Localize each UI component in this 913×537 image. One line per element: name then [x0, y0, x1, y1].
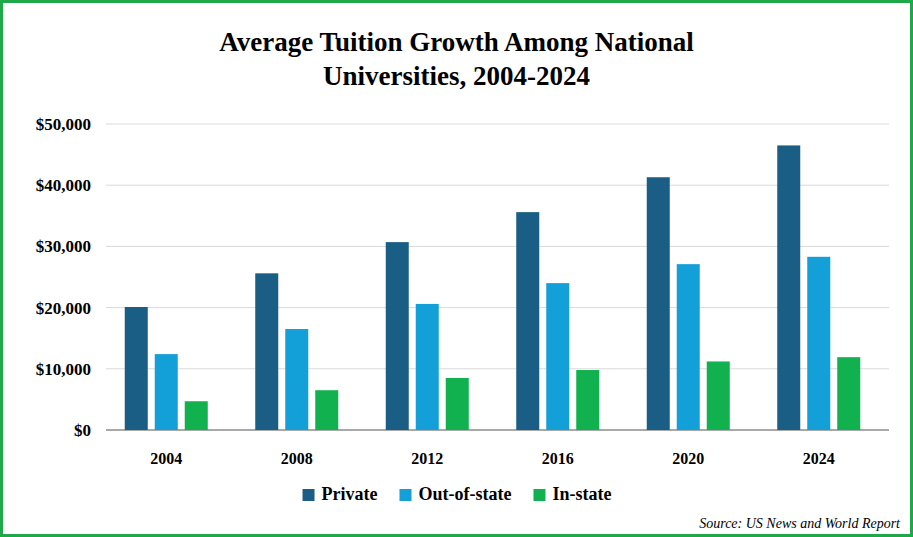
- grid-line: [106, 185, 889, 186]
- bar: [416, 304, 439, 430]
- y-tick-label: $30,000: [36, 237, 91, 256]
- legend-swatch: [533, 489, 545, 501]
- y-tick-label: $40,000: [36, 176, 91, 195]
- legend-swatch: [303, 489, 315, 501]
- legend-label: Private: [322, 484, 378, 504]
- bar: [837, 357, 860, 430]
- source-note: Source: US News and World Report: [699, 516, 901, 531]
- x-tick-label: 2008: [281, 450, 313, 467]
- x-axis-line: [106, 429, 889, 431]
- grid-line: [106, 246, 889, 247]
- grid-line: [106, 307, 889, 308]
- legend-label: In-state: [552, 484, 611, 504]
- x-tick-label: 2020: [672, 450, 704, 467]
- y-tick-label: $10,000: [36, 360, 91, 379]
- bar: [315, 390, 338, 430]
- x-tick-label: 2004: [150, 450, 182, 467]
- legend-label: Out-of-state: [418, 484, 511, 504]
- chart-title: Average Tuition Growth Among National Un…: [152, 25, 762, 93]
- chart-frame: Average Tuition Growth Among National Un…: [0, 0, 913, 537]
- x-tick-label: 2016: [542, 450, 574, 467]
- x-tick-label: 2012: [411, 450, 443, 467]
- bar: [546, 283, 569, 430]
- bar: [707, 361, 730, 430]
- bar: [446, 378, 469, 430]
- bar: [386, 242, 409, 430]
- bar: [576, 370, 599, 430]
- y-tick-label: $0: [74, 421, 91, 440]
- bar: [777, 145, 800, 430]
- y-tick-label: $50,000: [36, 115, 91, 134]
- bar: [807, 257, 830, 430]
- bar: [255, 273, 278, 430]
- bar: [125, 307, 148, 430]
- legend-swatch: [399, 489, 411, 501]
- bars: [125, 145, 861, 430]
- x-tick-label: 2024: [803, 450, 835, 467]
- y-tick-label: $20,000: [36, 299, 91, 318]
- grid-line: [106, 368, 889, 369]
- legend: Private Out-of-state In-state: [303, 484, 612, 504]
- bar: [677, 264, 700, 430]
- bar: [185, 401, 208, 430]
- chart-svg: $0 $10,000 $20,000 $30,000 $40,000 $50,000 200…: [0, 0, 913, 537]
- bar: [516, 212, 539, 430]
- bar: [647, 177, 670, 430]
- grid-line: [106, 124, 889, 125]
- bar: [285, 329, 308, 430]
- bar: [155, 354, 178, 430]
